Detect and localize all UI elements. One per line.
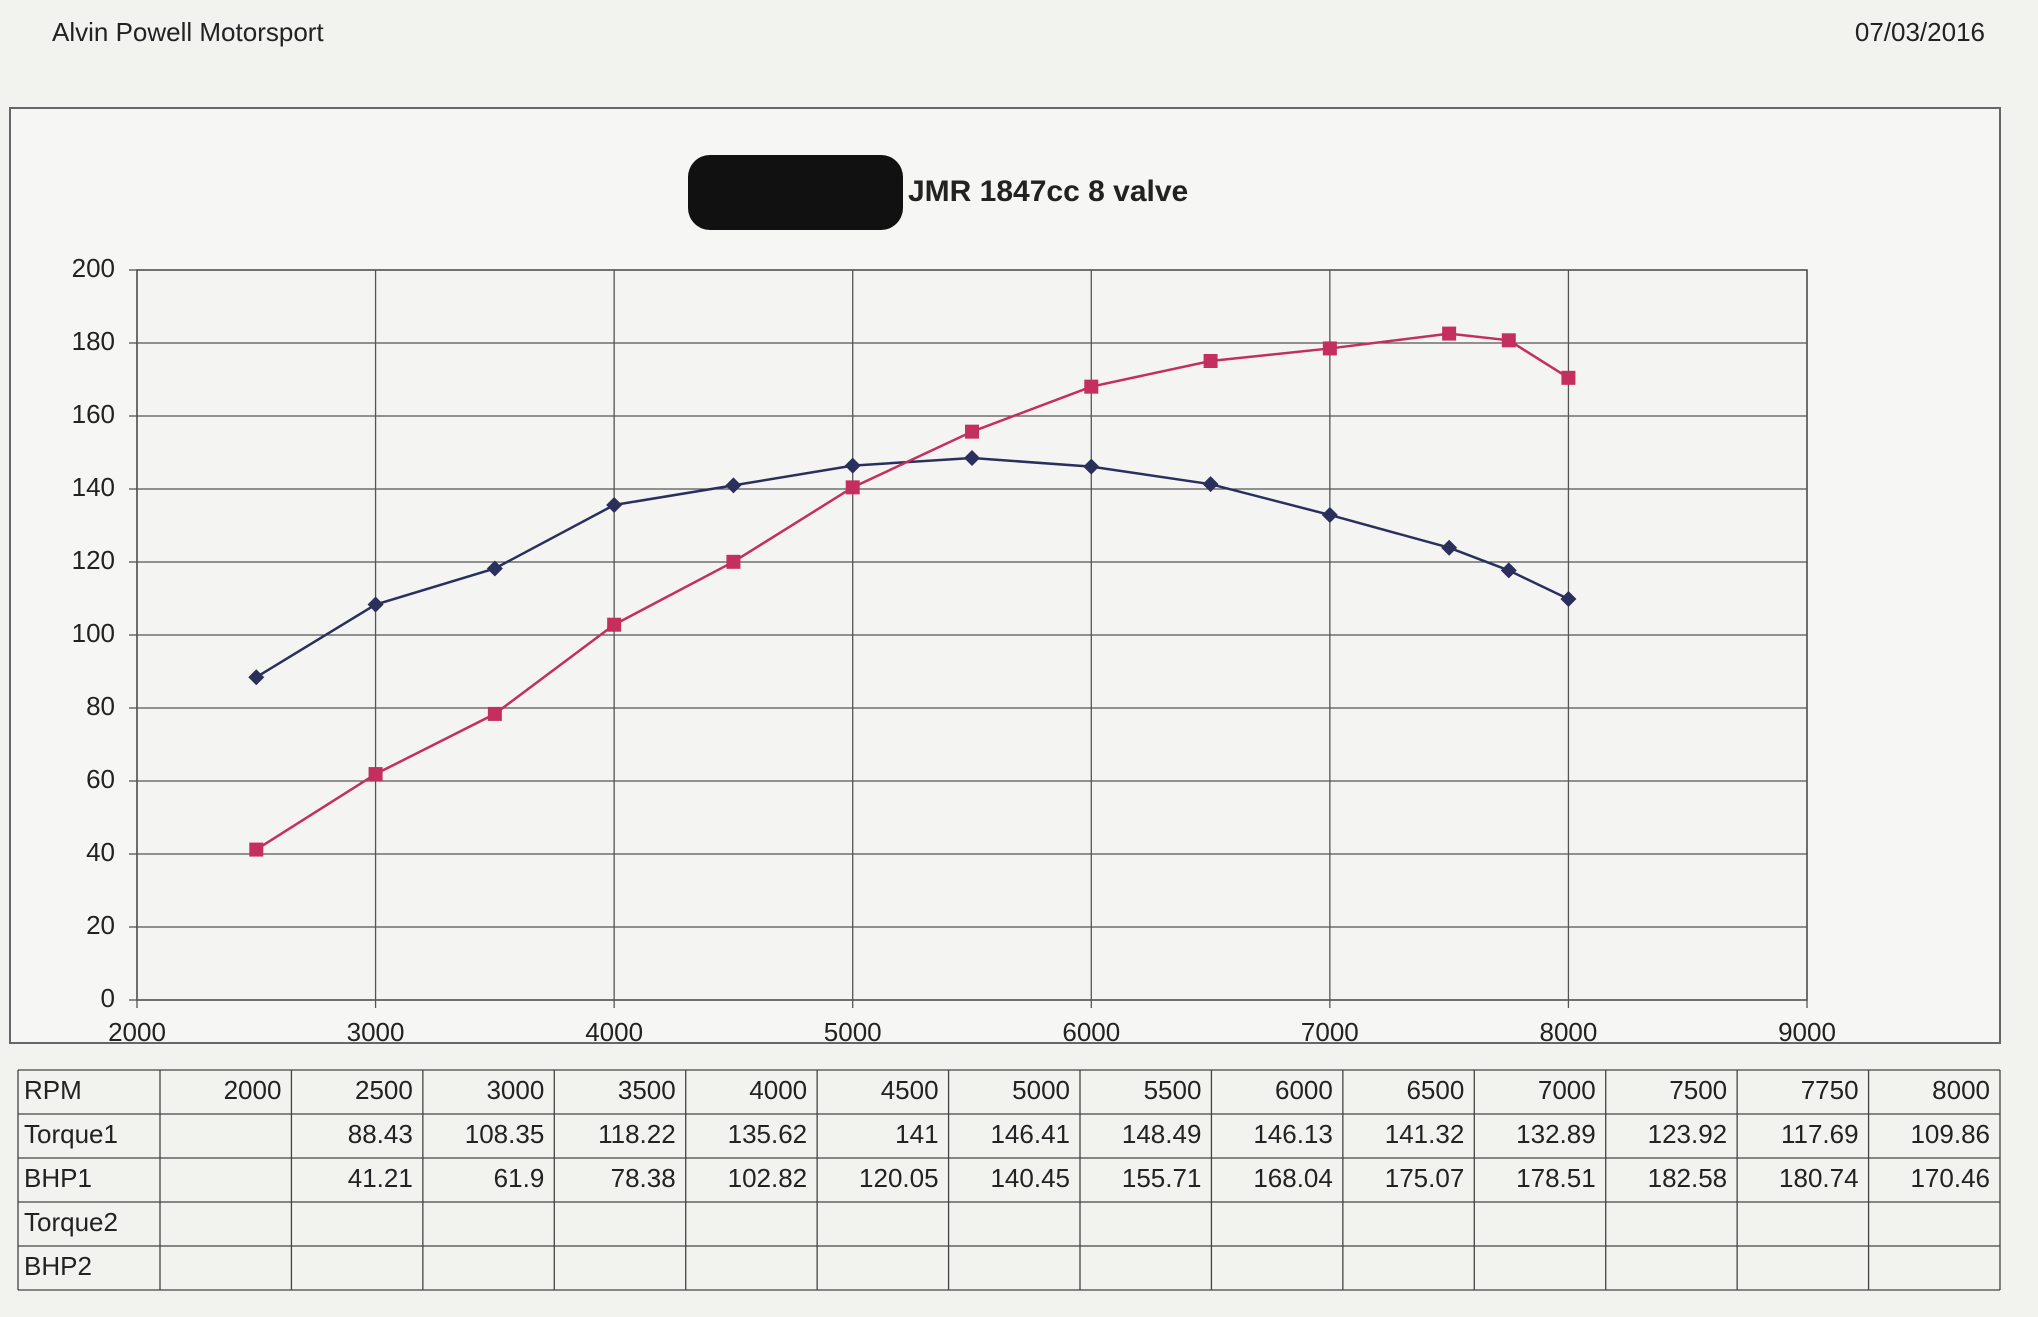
table-cell: 146.13 [1253,1119,1333,1149]
table-cell: 5000 [1012,1075,1070,1105]
y-tick-label: 60 [86,764,115,794]
y-tick-label: 120 [72,545,115,575]
marker [1202,476,1219,493]
table-cell: 168.04 [1253,1163,1333,1193]
marker [1441,539,1458,556]
marker [487,706,502,721]
table-cell: 8000 [1932,1075,1990,1105]
marker [607,617,622,632]
chart-title: JMR 1847cc 8 valve [908,175,1188,208]
table-cell: 61.9 [494,1163,545,1193]
table-cell: 180.74 [1779,1163,1859,1193]
x-tick-label: 2000 [108,1017,166,1047]
marker [248,669,265,686]
x-tick-label: 8000 [1540,1017,1598,1047]
row-label: Torque1 [24,1119,118,1149]
table-cell: 3000 [486,1075,544,1105]
x-tick-label: 6000 [1062,1017,1120,1047]
x-tick-label: 3000 [347,1017,405,1047]
table-cell: 7750 [1801,1075,1859,1105]
company: Alvin Powell Motorsport [52,17,324,47]
marker [964,450,980,467]
redaction [688,155,903,230]
table-cell: 2500 [355,1075,413,1105]
table-cell: 148.49 [1122,1119,1202,1149]
table-cell: 109.86 [1910,1119,1990,1149]
y-tick-label: 100 [72,618,115,648]
marker [1084,379,1099,394]
table-cell: 4000 [749,1075,807,1105]
table-cell: 182.58 [1648,1163,1728,1193]
table-cell: 178.51 [1516,1163,1596,1193]
marker [1322,341,1337,356]
table-cell: 141 [895,1119,938,1149]
x-tick-label: 5000 [824,1017,882,1047]
table-cell: 2000 [224,1075,282,1105]
table-cell: 146.41 [990,1119,1070,1149]
table-cell: 7500 [1669,1075,1727,1105]
marker [1500,562,1517,579]
marker [367,596,384,613]
marker [1203,353,1218,368]
table-cell: 140.45 [990,1163,1070,1193]
y-tick-label: 80 [86,691,115,721]
marker [844,457,861,474]
x-tick-label: 4000 [585,1017,643,1047]
table-cell: 132.89 [1516,1119,1596,1149]
marker [1561,370,1576,385]
table-cell: 123.92 [1648,1119,1728,1149]
table-cell: 88.43 [348,1119,413,1149]
table-cell: 175.07 [1385,1163,1465,1193]
table-cell: 117.69 [1781,1119,1859,1149]
table-cell: 102.82 [728,1163,808,1193]
marker [845,480,860,495]
row-label: BHP2 [24,1251,92,1281]
table-cell: 170.46 [1910,1163,1990,1193]
y-tick-label: 0 [101,983,115,1013]
row-label: BHP1 [24,1163,92,1193]
x-tick-label: 7000 [1301,1017,1359,1047]
table-cell: 7000 [1538,1075,1596,1105]
table-cell: 118.22 [598,1119,676,1149]
table-cell: 6000 [1275,1075,1333,1105]
marker [1083,458,1100,475]
marker [725,477,742,494]
table-cell: 135.62 [728,1119,808,1149]
y-tick-label: 200 [72,253,115,283]
table-cell: 3500 [618,1075,676,1105]
marker [1560,591,1577,608]
table-cell: 108.35 [465,1119,545,1149]
marker [368,767,383,782]
date: 07/03/2016 [1855,17,1985,47]
table-cell: 4500 [881,1075,939,1105]
x-tick-label: 9000 [1778,1017,1836,1047]
table-cell: 120.05 [859,1163,939,1193]
table-cell: 141.32 [1385,1119,1465,1149]
table-cell: 6500 [1406,1075,1464,1105]
marker [965,424,979,439]
row-label: RPM [24,1075,82,1105]
marker [1442,326,1457,341]
table-cell: 155.71 [1122,1163,1202,1193]
row-label: Torque2 [24,1207,118,1237]
y-tick-label: 160 [72,399,115,429]
y-tick-label: 20 [86,910,115,940]
marker [1321,506,1338,523]
marker [606,496,623,513]
marker [726,554,741,569]
y-tick-label: 40 [86,837,115,867]
y-tick-label: 180 [72,326,115,356]
table-cell: 78.38 [611,1163,676,1193]
y-tick-label: 140 [72,472,115,502]
table-cell: 5500 [1144,1075,1202,1105]
marker [486,560,503,577]
table-cell: 41.21 [348,1163,413,1193]
marker [249,842,264,857]
marker [1501,333,1516,348]
